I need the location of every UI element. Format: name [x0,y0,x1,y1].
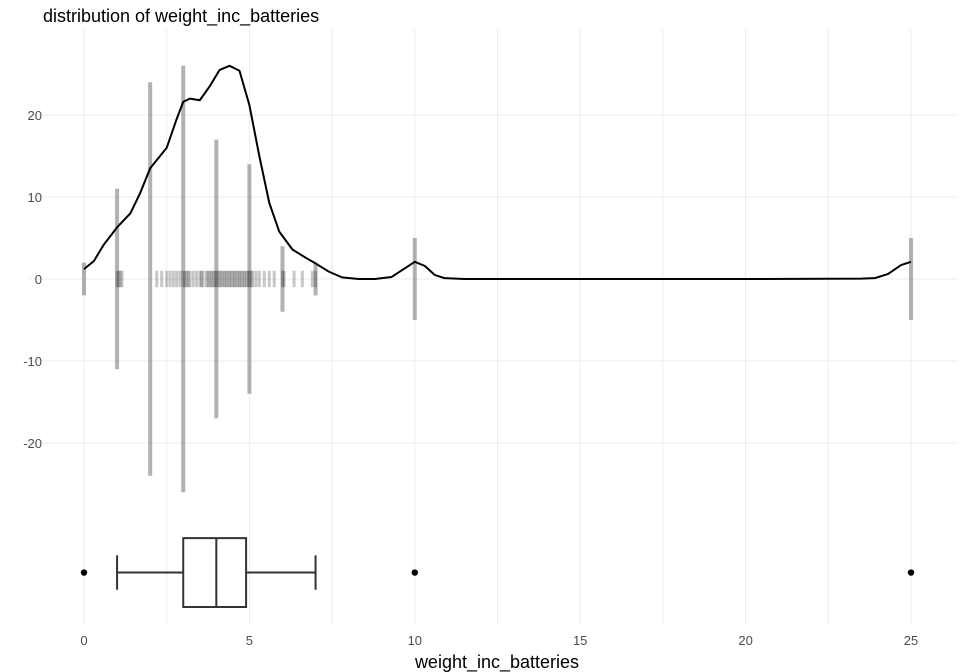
x-tick-label: 15 [573,633,587,648]
boxplot-layer [80,537,915,608]
y-tick-label: 10 [28,190,42,205]
x-axis-title: weight_inc_batteries [414,652,579,672]
density-line [83,64,912,280]
y-tick-labels: -20 -10 0 10 20 [23,108,42,451]
grid-layer [30,30,958,624]
y-tick-label: -20 [23,436,42,451]
box-outlier [907,569,915,576]
x-tick-label: 20 [738,633,752,648]
x-tick-label: 5 [246,633,253,648]
chart-title: distribution of weight_inc_batteries [43,6,319,27]
x-tick-labels: 0 5 10 15 20 25 [80,633,918,648]
box-outlier [411,569,418,576]
y-tick-label: 20 [28,108,42,123]
density-layer [83,64,912,280]
y-tick-label: -10 [23,354,42,369]
x-tick-label: 10 [408,633,422,648]
box-iqr [182,537,248,608]
y-tick-label: 0 [35,272,42,287]
x-tick-label: 0 [80,633,87,648]
rug-layer [115,270,318,288]
bars-layer [82,65,913,493]
x-tick-label: 25 [904,633,918,648]
box-outlier [80,569,88,576]
